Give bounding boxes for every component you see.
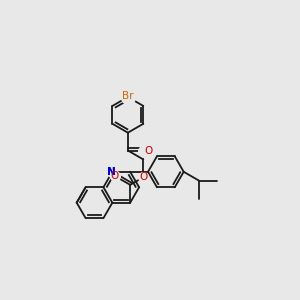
Text: O: O [111, 171, 119, 181]
Text: N: N [107, 167, 116, 177]
Text: O: O [144, 146, 152, 155]
Text: Br: Br [122, 91, 134, 101]
Text: O: O [139, 172, 147, 182]
Text: N: N [107, 167, 116, 177]
